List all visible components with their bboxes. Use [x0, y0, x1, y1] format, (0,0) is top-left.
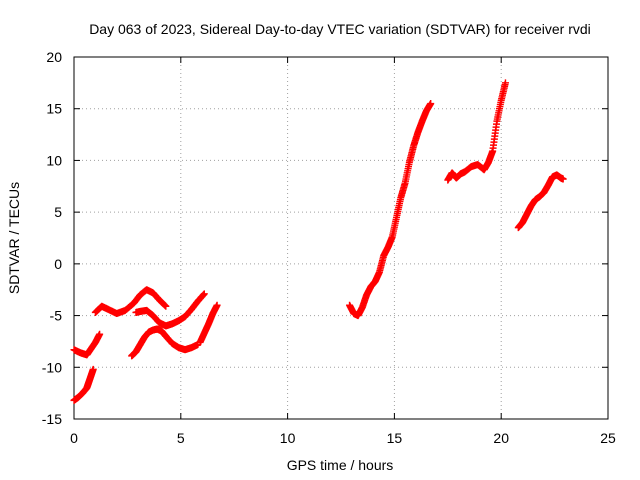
y-tick-label: 0 [54, 256, 62, 272]
data-point [200, 290, 208, 298]
series-arc-2 [91, 286, 170, 318]
x-tick-label: 0 [70, 430, 78, 446]
x-tick-label: 5 [177, 430, 185, 446]
series-arc-4 [132, 290, 208, 330]
series-arc-3 [128, 325, 202, 360]
x-axis-title: GPS time / hours [287, 457, 394, 473]
y-tick-label: 20 [46, 49, 62, 65]
series-arc-1b [70, 365, 97, 404]
series-arc-8 [514, 171, 567, 232]
series-arc-1a [70, 330, 104, 359]
x-tick-label: 10 [280, 430, 296, 446]
data-point [162, 302, 170, 310]
series-arc-5 [196, 301, 221, 346]
y-tick-label: 5 [54, 204, 62, 220]
y-tick-labels: -15 -10 -5 0 5 10 15 20 [42, 49, 62, 427]
y-tick-label: -15 [42, 411, 62, 427]
data-points [70, 79, 567, 404]
data-point [427, 100, 435, 108]
y-axis-title: SDTVAR / TECUs [6, 182, 22, 294]
y-tick-label: -10 [42, 359, 62, 375]
x-tick-label: 15 [387, 430, 403, 446]
data-point [96, 330, 104, 338]
data-point [89, 365, 97, 373]
y-tick-label: -5 [50, 308, 63, 324]
y-tick-label: 10 [46, 152, 62, 168]
chart-title: Day 063 of 2023, Sidereal Day-to-day VTE… [89, 21, 591, 37]
x-tick-label: 25 [600, 430, 616, 446]
series-arc-6 [346, 100, 435, 320]
x-tick-labels: 0 5 10 15 20 25 [70, 430, 616, 446]
plot-frame [73, 56, 609, 420]
x-tick-label: 20 [493, 430, 509, 446]
data-point [501, 79, 509, 87]
data-point [559, 175, 567, 183]
data-point [213, 301, 221, 309]
axis-ticks [73, 56, 609, 420]
y-tick-label: 15 [46, 101, 62, 117]
series-arc-7 [444, 79, 509, 184]
